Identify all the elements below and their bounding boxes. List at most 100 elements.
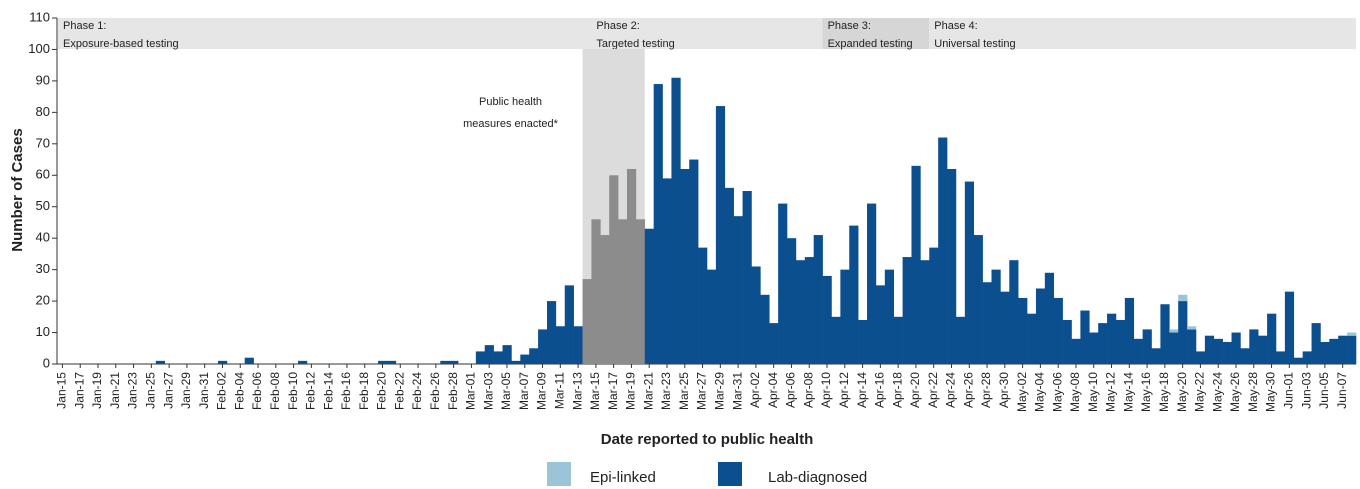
bar	[1169, 329, 1179, 333]
bar	[680, 168, 690, 364]
bar	[1089, 332, 1099, 364]
phase-description: Exposure-based testing	[63, 38, 179, 50]
x-tick-label: Feb-28	[446, 372, 460, 410]
bar	[1142, 329, 1152, 364]
phase-band	[591, 18, 823, 49]
x-tick-label: Jan-25	[144, 372, 158, 409]
bar	[440, 360, 450, 364]
bar	[538, 329, 548, 364]
x-tick-label: Feb-10	[286, 372, 300, 410]
x-tick-label: Feb-20	[375, 372, 389, 410]
bar	[1320, 341, 1330, 364]
x-tick-label: May-18	[1157, 372, 1171, 412]
bar	[1009, 260, 1019, 364]
x-tick-label: Jun-05	[1317, 372, 1331, 409]
x-tick-label: May-20	[1175, 372, 1189, 412]
annotation-text: measures enacted*	[463, 118, 558, 130]
legend-swatch	[718, 462, 742, 486]
bar	[849, 225, 859, 364]
x-tick-label: Mar-13	[570, 372, 584, 410]
x-tick-label: Mar-31	[730, 372, 744, 410]
bar	[1231, 332, 1241, 364]
x-tick-label: Apr-24	[944, 372, 958, 408]
legend-label: Epi-linked	[590, 469, 656, 486]
x-tick-label: May-12	[1104, 372, 1118, 412]
bar	[1071, 338, 1081, 364]
bar	[840, 269, 850, 364]
bar	[1302, 351, 1312, 364]
bar	[1107, 313, 1117, 364]
x-tick-label: May-30	[1264, 372, 1278, 412]
bar	[1178, 294, 1188, 302]
bar	[626, 168, 637, 364]
bar	[511, 360, 521, 364]
x-tick-label: May-08	[1068, 372, 1082, 412]
bar	[902, 257, 912, 364]
bar	[947, 168, 957, 364]
x-tick-label: Jan-23	[126, 372, 140, 409]
phase-description: Universal testing	[934, 38, 1015, 50]
phase-description: Expanded testing	[828, 38, 913, 50]
bar	[1160, 304, 1170, 364]
x-tick-label: Feb-26	[428, 372, 442, 410]
phase-band	[929, 18, 1356, 49]
bar	[644, 228, 654, 364]
phase-label: Phase 3:	[828, 20, 871, 32]
bar	[875, 285, 886, 364]
bar	[449, 360, 459, 364]
y-tick-label: 90	[36, 72, 50, 87]
x-tick-label: Apr-22	[926, 372, 940, 408]
x-tick-label: Apr-16	[873, 372, 887, 408]
x-tick-label: Mar-21	[641, 372, 655, 410]
x-tick-label: Mar-17	[606, 372, 620, 410]
bar	[1044, 272, 1055, 364]
x-tick-label: Apr-18	[890, 372, 904, 408]
x-tick-label: Apr-20	[908, 372, 922, 408]
bar	[822, 275, 832, 364]
x-tick-label: Mar-11	[552, 372, 566, 409]
phase-label: Phase 1:	[63, 20, 106, 32]
bar	[1329, 338, 1339, 364]
x-tick-label: May-02	[1015, 372, 1029, 412]
x-tick-label: Feb-04	[232, 372, 246, 410]
bar	[1151, 348, 1161, 364]
bar	[609, 175, 619, 364]
y-tick-label: 40	[36, 230, 50, 245]
bar	[698, 247, 708, 364]
x-tick-label: May-06	[1050, 372, 1064, 412]
x-tick-label: Jan-21	[108, 372, 122, 409]
x-tick-label: May-16	[1139, 372, 1153, 412]
x-tick-label: Feb-24	[410, 372, 424, 410]
bar	[1347, 332, 1357, 336]
x-tick-label: Feb-08	[268, 372, 282, 410]
bar	[1098, 323, 1108, 364]
x-tick-label: Mar-03	[481, 372, 495, 410]
bar	[884, 269, 894, 364]
bar	[1249, 329, 1259, 364]
bar	[991, 269, 1001, 364]
x-tick-label: Mar-19	[624, 372, 638, 410]
x-tick-label: Feb-18	[357, 372, 371, 410]
x-tick-label: Jun-07	[1335, 372, 1349, 409]
y-tick-label: 0	[43, 355, 50, 370]
bar	[378, 360, 388, 364]
x-tick-label: May-14	[1121, 372, 1135, 412]
x-tick-label: May-22	[1193, 372, 1207, 412]
bar	[893, 316, 903, 364]
bar	[1275, 351, 1286, 364]
y-axis-title: Number of Cases	[9, 128, 26, 251]
bar	[769, 323, 779, 364]
bar	[1124, 297, 1135, 364]
x-tick-label: Feb-12	[304, 372, 318, 410]
x-tick-label: May-24	[1210, 372, 1224, 412]
y-tick-label: 110	[29, 9, 50, 24]
bar	[760, 294, 770, 364]
bar	[1169, 332, 1179, 364]
bar	[920, 260, 930, 364]
x-tick-label: Apr-28	[979, 372, 993, 408]
x-tick-label: Jan-19	[90, 372, 104, 409]
bar	[618, 219, 628, 364]
bar	[1062, 319, 1072, 364]
bar	[778, 203, 788, 364]
x-tick-label: May-04	[1033, 372, 1047, 412]
